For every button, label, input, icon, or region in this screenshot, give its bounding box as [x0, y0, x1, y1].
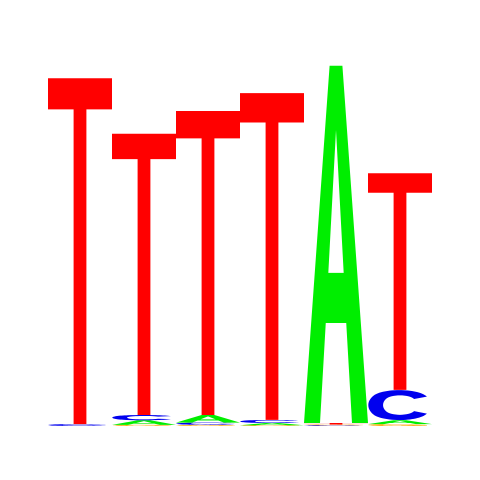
letter-t-glyph	[48, 78, 113, 425]
logo-position-2	[112, 133, 176, 426]
letter-a-glyph	[176, 414, 240, 423]
letter-g-glyph	[176, 424, 235, 426]
letter-t-glyph	[176, 110, 240, 415]
letter-t-glyph	[240, 93, 304, 420]
letter-c-glyph	[304, 425, 363, 426]
logo-position-3	[176, 110, 240, 426]
letter-t-glyph	[304, 422, 368, 425]
letter-a-glyph	[368, 420, 432, 425]
letter-g-glyph	[368, 424, 427, 426]
letter-a-glyph	[112, 420, 176, 425]
letter-c-glyph	[176, 422, 235, 425]
letter-t-glyph	[368, 173, 432, 390]
letter-g-glyph	[112, 424, 171, 426]
logo-position-4	[240, 93, 304, 426]
letter-a-glyph	[304, 65, 368, 423]
letter-stacks	[48, 65, 432, 426]
letter-c-glyph	[112, 415, 171, 421]
letter-c-glyph	[368, 390, 427, 421]
letter-t-glyph	[112, 133, 176, 415]
logo-position-1	[48, 78, 113, 426]
letter-c-glyph	[48, 424, 107, 426]
letter-g-glyph	[304, 424, 363, 426]
letter-c-glyph	[240, 419, 299, 423]
letter-a-glyph	[240, 422, 304, 426]
logo-position-5	[304, 65, 368, 426]
letter-g-glyph	[240, 425, 299, 426]
logo-position-6	[368, 173, 432, 426]
